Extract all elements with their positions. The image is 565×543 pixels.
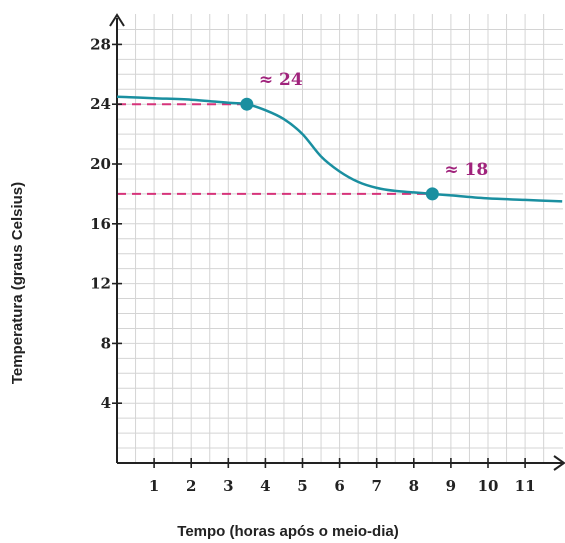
x-tick-label: 2: [186, 477, 196, 495]
x-axis-title: Tempo (horas após o meio-dia): [177, 523, 398, 540]
y-tick-label: 28: [90, 35, 111, 53]
y-tick-label: 16: [90, 215, 111, 233]
point-annotation: ≈ 18: [444, 160, 488, 180]
y-axis-arrow-icon: [109, 13, 125, 27]
highlighted-point: [240, 97, 254, 111]
x-axis-arrow-icon: [553, 455, 565, 471]
x-tick-label: 10: [478, 477, 499, 495]
temperature-curve: [116, 95, 563, 203]
y-axis-title: Temperatura (graus Celsius): [9, 182, 26, 384]
highlighted-point: [425, 187, 439, 201]
y-tick-label: 24: [90, 95, 111, 113]
x-tick-label: 9: [446, 477, 456, 495]
y-tick-label: 8: [101, 334, 111, 352]
grid: [117, 14, 563, 463]
x-tick-label: 8: [409, 477, 419, 495]
x-tick-label: 6: [334, 477, 344, 495]
y-tick-label: 4: [101, 394, 111, 412]
highlighted-points: ≈ 24 ≈ 18: [240, 70, 488, 201]
guide-lines: [117, 103, 433, 195]
x-tick-label: 4: [260, 477, 270, 495]
y-tick-label: 20: [90, 155, 111, 173]
x-tick-label: 3: [223, 477, 233, 495]
x-tick-label: 7: [371, 477, 381, 495]
axes: [109, 13, 565, 471]
point-annotation: ≈ 24: [259, 70, 303, 90]
x-tick-label: 5: [297, 477, 307, 495]
y-tick-label: 12: [90, 275, 111, 293]
series: [116, 95, 563, 203]
x-tick-label: 1: [149, 477, 159, 495]
x-tick-label: 11: [515, 477, 536, 495]
